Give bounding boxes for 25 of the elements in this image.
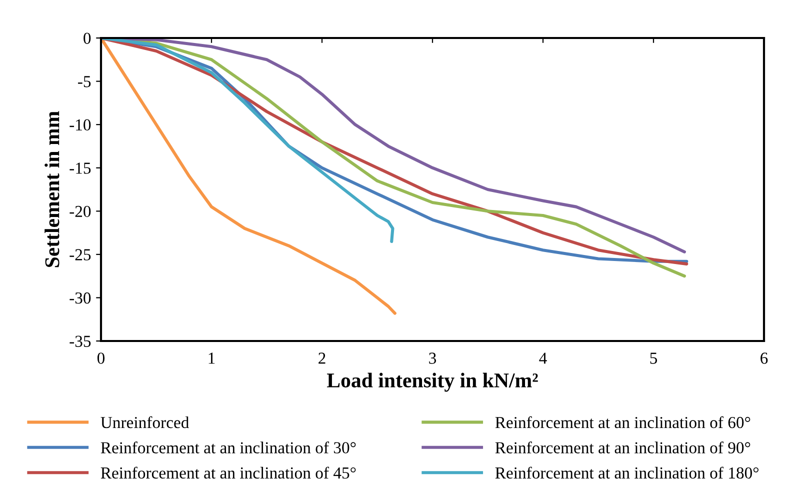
legend-label: Reinforcement at an inclination of 30° bbox=[100, 442, 356, 454]
y-tick-label: -20 bbox=[70, 206, 91, 218]
legend-label: Unreinforced bbox=[100, 416, 190, 428]
y-tick-label: -25 bbox=[70, 249, 91, 260]
x-axis-title: Load intensity in kN/m² bbox=[326, 372, 538, 392]
y-tick-label: -35 bbox=[70, 336, 91, 347]
x-tick-label: 3 bbox=[429, 352, 436, 364]
y-tick-label: -30 bbox=[70, 292, 91, 304]
legend-label: Reinforcement at an inclination of 180° bbox=[495, 466, 758, 479]
y-tick-label: -5 bbox=[78, 76, 91, 88]
legend-label: Reinforcement at an inclination of 90° bbox=[495, 442, 750, 454]
x-tick-label: 0 bbox=[97, 352, 105, 364]
line-series bbox=[101, 38, 394, 243]
legend-label: Reinforcement at an inclination of 45° bbox=[100, 466, 356, 479]
x-tick-label: 5 bbox=[650, 352, 658, 364]
x-tick-label: 2 bbox=[318, 352, 326, 364]
line-series bbox=[101, 38, 396, 315]
x-tick-label: 1 bbox=[208, 352, 215, 364]
y-axis-title: Settlement in mm bbox=[44, 111, 60, 268]
x-tick-label: 6 bbox=[760, 352, 768, 364]
y-tick-label: 0 bbox=[84, 32, 91, 44]
x-tick-label: 4 bbox=[539, 352, 547, 364]
y-tick-label: -15 bbox=[70, 162, 91, 174]
y-tick-label: -10 bbox=[70, 119, 91, 131]
legend-label: Reinforcement at an inclination of 60° bbox=[495, 416, 750, 428]
